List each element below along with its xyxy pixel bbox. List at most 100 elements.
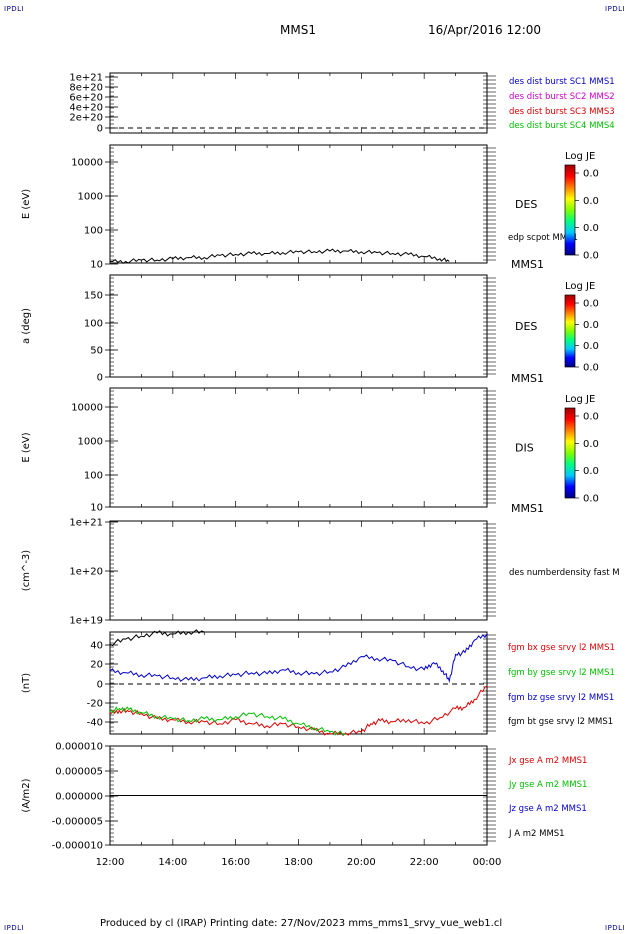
panel-dist-burst-ytick-label-4: 2e+20	[69, 113, 103, 124]
panel-dis-energy-ylabel: E (eV)	[21, 432, 32, 462]
panel-des-energy-colorbar-tick-label-2: 0.0	[583, 223, 599, 234]
panel-fgm-ytick-label-4: -40	[87, 718, 103, 729]
panel-dis-energy-ytick-label-2: 100	[84, 471, 103, 482]
panel-dis-energy-ytick-label-1: 1000	[78, 437, 103, 448]
xaxis-tick-label-5: 22:00	[410, 857, 439, 868]
panel-dis-energy-spacecraft-label: MMS1	[511, 502, 544, 515]
panel-fgm-ytick-label-3: -20	[87, 699, 103, 710]
panel-density-ytick-label-1: 1e+20	[69, 567, 103, 578]
panel-des-energy-frame	[109, 144, 488, 264]
panel-fgm-legend-2: fgm bz gse srvy l2 MMS1	[508, 693, 614, 703]
panel-dist-burst-ytick-label-0: 1e+21	[69, 73, 103, 84]
panel-des-energy-colorbar-title: Log JE	[565, 151, 595, 162]
panel-des-pitch-ytick-label-1: 100	[84, 319, 103, 330]
xaxis-tick-label-0: 12:00	[96, 857, 125, 868]
corner-label-top-left: IPDLI	[4, 5, 25, 13]
panel-fgm-ytick-label-1: 20	[90, 660, 103, 671]
panel-des-energy-colorbar-tick-label-3: 0.0	[583, 251, 599, 262]
panel-dis-energy-colorbar	[564, 407, 576, 499]
panel-des-pitch-ytick-label-2: 50	[90, 346, 103, 357]
panel-des-energy-instrument-label: DES	[515, 198, 537, 211]
panel-des-energy-series-0	[110, 248, 450, 264]
panel-dist-burst-legend-1: des dist burst SC2 MMS2	[509, 92, 615, 102]
panel-des-pitch-colorbar-title: Log JE	[565, 281, 595, 292]
panel-fgm-legend-0: fgm bx gse srvy l2 MMS1	[508, 643, 615, 653]
panel-dis-energy-ytick-label-0: 10000	[71, 403, 103, 414]
spacecraft-title: MMS1	[280, 23, 316, 37]
panel-fgm-legend-1: fgm by gse srvy l2 MMS1	[508, 668, 615, 678]
panel-des-energy-colorbar-tick-label-1: 0.0	[583, 196, 599, 207]
panel-dist-burst-ytick-label-2: 6e+20	[69, 93, 103, 104]
panel-current-legend-0: Jx gse A m2 MMS1	[508, 756, 587, 766]
panel-current-ylabel: (A/m2)	[21, 778, 32, 812]
panel-dist-burst-legend-0: des dist burst SC1 MMS1	[509, 77, 615, 87]
panel-dist-burst-frame	[109, 72, 488, 134]
panel-des-pitch-colorbar-tick-label-0: 0.0	[583, 299, 599, 310]
panel-current-ytick-label-1: 0.000005	[55, 767, 103, 778]
panel-des-pitch-spacecraft-label: MMS1	[511, 372, 544, 385]
panel-current-legend-1: Jy gse A m2 MMS1	[508, 780, 587, 790]
panel-fgm-ylabel: (nT)	[21, 673, 32, 693]
panel-fgm-frame	[109, 631, 488, 735]
panel-density-legend-0: des numberdensity fast M	[509, 568, 620, 578]
panel-des-pitch-ytick-label-3: 0	[97, 373, 103, 384]
panel-des-energy-ytick-label-1: 1000	[78, 192, 103, 203]
panel-des-pitch-colorbar	[564, 294, 576, 368]
panel-des-energy-ytick-label-2: 100	[84, 226, 103, 237]
panel-des-energy-spacecraft-label: MMS1	[511, 258, 544, 271]
panel-dis-energy-frame	[109, 387, 488, 508]
panel-des-pitch-colorbar-tick-label-1: 0.0	[583, 320, 599, 331]
panel-des-pitch-ytick-label-0: 150	[84, 291, 103, 302]
panel-des-energy-ylabel: E (eV)	[21, 189, 32, 219]
panel-dist-burst-legend-2: des dist burst SC3 MMS3	[509, 107, 615, 117]
corner-label-bottom-right: IPDLI	[605, 924, 626, 932]
xaxis-tick-label-3: 18:00	[284, 857, 313, 868]
panel-des-energy-ytick-label-0: 10000	[71, 158, 103, 169]
panel-fgm-ytick-label-2: 0	[97, 680, 103, 691]
panel-current-ytick-label-4: -0.000010	[52, 841, 103, 852]
footer-credit: Produced by cl (IRAP) Printing date: 27/…	[100, 918, 503, 929]
panel-density-ytick-label-2: 1e+19	[69, 616, 103, 627]
corner-label-bottom-left: IPDLI	[4, 924, 25, 932]
panel-dis-energy-colorbar-title: Log JE	[565, 394, 595, 405]
panel-current-ytick-label-0: 0.000010	[55, 742, 103, 753]
panel-des-pitch-instrument-label: DES	[515, 320, 537, 333]
panel-dist-burst-legend-3: des dist burst SC4 MMS4	[509, 121, 615, 131]
panel-des-pitch-frame	[109, 274, 488, 378]
panel-des-energy-overlay-label: edp scpot MMS1	[508, 233, 578, 243]
panel-dis-energy-colorbar-tick-label-0: 0.0	[583, 412, 599, 423]
panel-current-legend-2: Jz gse A m2 MMS1	[508, 804, 587, 814]
panel-fgm-series-2	[109, 633, 488, 683]
panel-des-energy-colorbar	[564, 164, 576, 256]
panel-dist-burst-ytick-label-5: 0	[97, 124, 103, 135]
panel-dis-energy-colorbar-tick-label-2: 0.0	[583, 466, 599, 477]
panel-dist-burst-ytick-label-3: 4e+20	[69, 103, 103, 114]
xaxis-tick-label-1: 14:00	[158, 857, 187, 868]
corner-label-top-right: IPDLI	[605, 5, 626, 13]
panel-dist-burst-ytick-label-1: 8e+20	[69, 83, 103, 94]
panel-des-pitch-colorbar-tick-label-3: 0.0	[583, 363, 599, 374]
panel-des-energy-ytick-label-3: 10	[90, 260, 103, 271]
panel-dis-energy-instrument-label: DIS	[515, 442, 534, 455]
panel-fgm-series-1	[109, 706, 346, 736]
panel-fgm-legend-3: fgm bt gse srvy l2 MMS1	[508, 717, 613, 727]
xaxis-tick-label-2: 16:00	[221, 857, 250, 868]
panel-fgm-series-0	[109, 685, 488, 737]
xaxis-tick-label-4: 20:00	[347, 857, 376, 868]
panel-fgm-series-3	[109, 629, 205, 647]
panel-fgm-ytick-label-0: 40	[90, 641, 103, 652]
panel-density-ytick-label-0: 1e+21	[69, 518, 103, 529]
panel-current-legend-3: J A m2 MMS1	[508, 829, 565, 839]
panel-current-ytick-label-3: -0.000005	[52, 817, 103, 828]
panel-density-frame	[109, 520, 488, 621]
panel-current-ytick-label-2: 0.000000	[55, 792, 103, 803]
datetime-title: 16/Apr/2016 12:00	[428, 23, 542, 37]
panel-dis-energy-ytick-label-3: 10	[90, 503, 103, 514]
xaxis-tick-label-6: 00:00	[473, 857, 502, 868]
panel-des-pitch-colorbar-tick-label-2: 0.0	[583, 341, 599, 352]
panel-des-energy-colorbar-tick-label-0: 0.0	[583, 169, 599, 180]
panel-des-pitch-ylabel: a (deg)	[21, 308, 32, 344]
panel-dis-energy-colorbar-tick-label-1: 0.0	[583, 439, 599, 450]
panel-dis-energy-colorbar-tick-label-3: 0.0	[583, 494, 599, 505]
